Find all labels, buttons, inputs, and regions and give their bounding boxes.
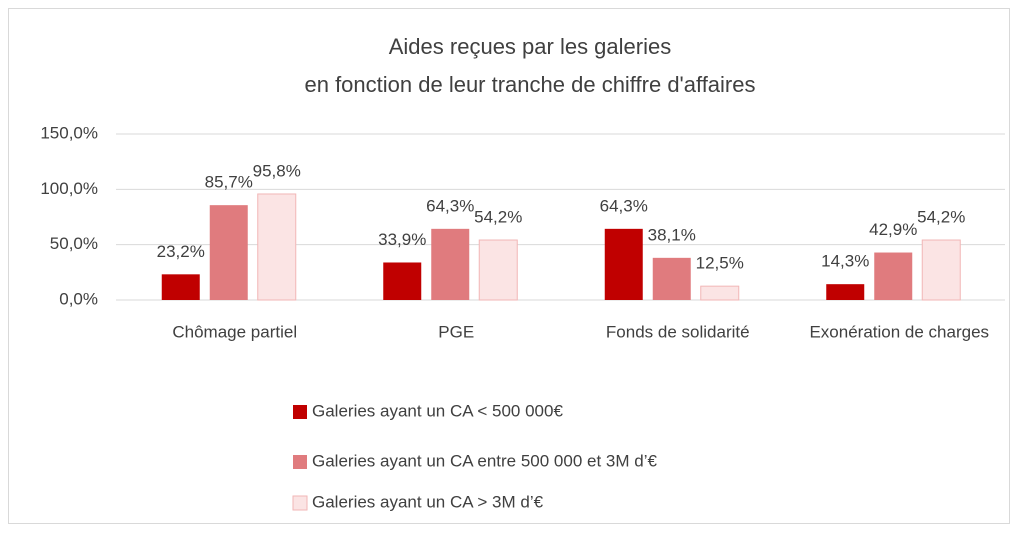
bar [431,228,470,300]
y-tick-label: 0,0% [59,289,98,308]
legend-label: Galeries ayant un CA entre 500 000 et 3M… [312,451,657,470]
legend-swatch [293,405,307,419]
chart-title: Aides reçues par les galeries [389,34,671,59]
data-label: 64,3% [426,196,474,215]
bar [604,228,643,300]
bar [161,274,200,300]
data-label: 42,9% [869,220,917,239]
x-tick-label: Chômage partiel [172,322,297,341]
bar [652,257,691,300]
bar [209,205,248,300]
data-label: 95,8% [253,161,301,180]
data-label: 14,3% [821,252,869,271]
legend-label: Galeries ayant un CA < 500 000€ [312,401,563,420]
bar [700,285,740,301]
bar [921,239,961,301]
data-label: 23,2% [157,242,205,261]
data-label: 54,2% [917,208,965,227]
y-tick-label: 100,0% [40,179,98,198]
y-tick-label: 150,0% [40,123,98,142]
data-label: 64,3% [600,196,648,215]
legend-swatch [292,495,308,511]
data-label: 12,5% [696,254,744,273]
bar [257,193,297,301]
x-tick-label: Exonération de charges [809,322,989,341]
data-label: 38,1% [648,225,696,244]
chart-title: en fonction de leur tranche de chiffre d… [304,72,755,97]
data-label: 85,7% [205,173,253,192]
x-tick-label: Fonds de solidarité [606,322,750,341]
data-label: 33,9% [378,230,426,249]
y-tick-label: 50,0% [50,234,98,253]
legend-swatch [293,455,307,469]
bar [874,252,913,300]
x-tick-label: PGE [438,322,474,341]
bar [478,239,518,301]
bar [826,284,865,300]
data-label: 54,2% [474,208,522,227]
bar [383,262,422,300]
legend-label: Galeries ayant un CA > 3M d’€ [312,492,544,511]
